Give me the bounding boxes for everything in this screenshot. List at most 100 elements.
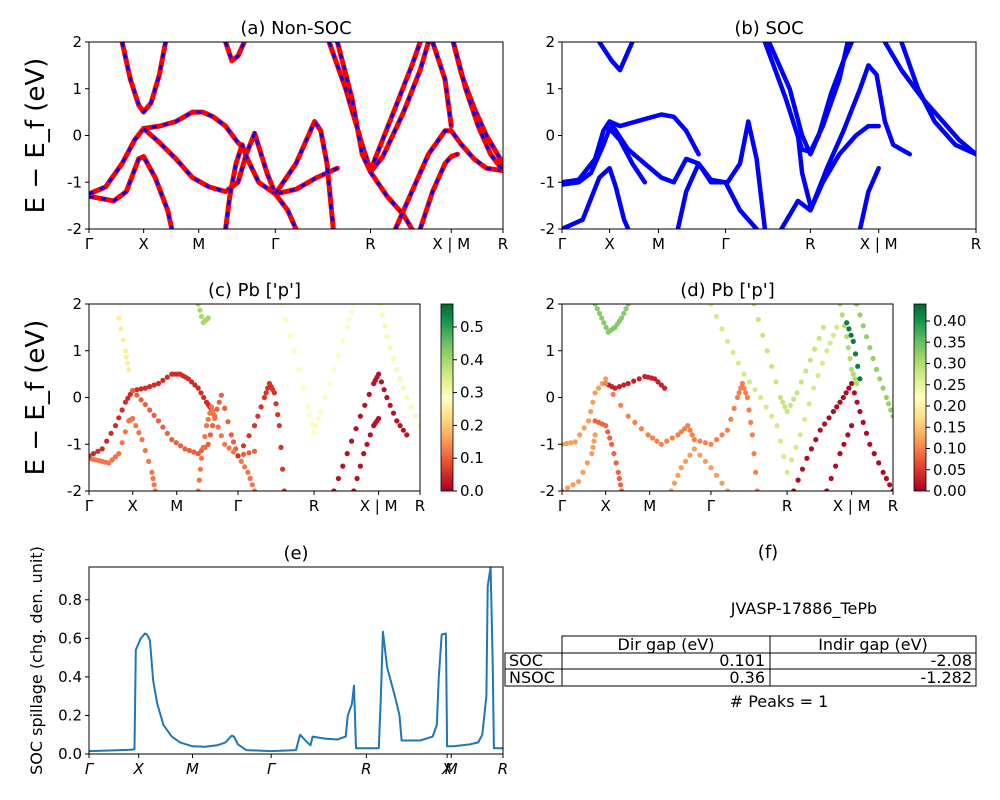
- plot-area: [89, 304, 420, 491]
- scatter-point: [151, 482, 157, 488]
- scatter-point: [697, 438, 703, 444]
- scatter-point: [890, 488, 893, 491]
- y-tick-label: 0: [545, 127, 555, 145]
- x-tick-label: Γ: [267, 760, 277, 778]
- scatter-point: [340, 463, 346, 469]
- scatter-point: [827, 340, 833, 346]
- y-tick-label: 0: [72, 127, 82, 145]
- scatter-point: [390, 410, 397, 416]
- x-tick-label: R: [498, 235, 508, 253]
- scatter-point: [860, 419, 866, 425]
- colorbar: [440, 303, 454, 492]
- scatter-point: [138, 386, 144, 392]
- scatter-point: [130, 415, 136, 422]
- scatter-point: [645, 432, 651, 438]
- plot-frame: [88, 566, 504, 755]
- scatter-point: [607, 435, 613, 441]
- x-tick-label: X | M: [860, 235, 898, 253]
- scatter-point: [417, 423, 420, 429]
- scatter-point: [880, 469, 886, 475]
- scatter-point: [658, 382, 664, 388]
- x-tick-label: X | M: [833, 497, 871, 515]
- series-line-7: [762, 42, 850, 155]
- scatter-point: [164, 430, 170, 436]
- scatter-point: [724, 427, 731, 433]
- scatter-point: [192, 382, 198, 388]
- y-tick-label: 0.8: [58, 591, 82, 609]
- series-line-0: [89, 567, 503, 753]
- scatter-point: [739, 380, 746, 387]
- scatter-point: [130, 387, 136, 394]
- scatter-point: [195, 304, 201, 307]
- scatter-point: [863, 430, 870, 436]
- colorbar-tick-label: 0.2: [460, 416, 484, 434]
- table-row-nsoc-label: NSOC: [509, 668, 555, 687]
- x-tick-label: Γ: [558, 497, 567, 515]
- scatter-point: [724, 338, 731, 344]
- scatter-point: [802, 416, 808, 422]
- scatter-point: [616, 475, 623, 482]
- x-tick-label: Γ: [85, 760, 95, 778]
- scatter-point: [708, 304, 714, 307]
- y-tick-label: -1: [540, 435, 555, 453]
- scatter-point: [271, 390, 277, 396]
- scatter-point: [214, 406, 220, 412]
- scatter-point: [142, 385, 148, 391]
- scatter-point: [142, 447, 148, 454]
- scatter-point: [848, 332, 854, 338]
- scatter-point: [784, 469, 790, 475]
- colorbar-tick-label: 0.30: [933, 355, 966, 373]
- band-line-dash-4: [224, 143, 298, 229]
- scatter-point: [798, 379, 805, 385]
- scatter-point: [754, 488, 760, 491]
- scatter-point: [147, 384, 153, 390]
- scatter-point: [625, 413, 631, 419]
- colorbar-tick-label: 0.20: [933, 397, 966, 415]
- scatter-point: [397, 423, 403, 429]
- colorbar-tick-label: 0.25: [933, 376, 966, 394]
- scatter-point: [603, 376, 609, 382]
- scatter-point: [173, 440, 179, 446]
- scatter-point: [196, 477, 202, 483]
- band-line-0: [89, 154, 175, 229]
- scatter-point: [758, 394, 764, 401]
- x-tick-label: M: [192, 235, 205, 253]
- scatter-point: [777, 438, 784, 444]
- scatter-point: [382, 323, 388, 329]
- scatter-point: [591, 438, 597, 444]
- scatter-point: [160, 424, 166, 430]
- x-tick-label: X | M: [432, 235, 470, 253]
- scatter-point: [870, 355, 876, 362]
- scatter-point: [215, 424, 221, 430]
- scatter-point: [592, 432, 598, 438]
- scatter-point: [828, 475, 834, 482]
- series-line-3: [597, 42, 635, 73]
- scatter-point: [850, 371, 856, 377]
- y-tick-label: 0.2: [58, 706, 82, 724]
- scatter-point: [852, 376, 858, 382]
- y-tick-label: -2: [67, 220, 82, 238]
- x-tick-label: R: [415, 497, 425, 515]
- scatter-point: [222, 441, 228, 447]
- band-line-dash-12: [431, 42, 453, 127]
- scatter-point: [844, 334, 850, 340]
- x-tick-label: M: [643, 497, 656, 515]
- scatter-point: [349, 438, 355, 444]
- scatter-point: [202, 433, 208, 440]
- table-row-soc-indir: -2.08: [931, 651, 972, 670]
- panel-title: (a) Non-SOC: [240, 18, 351, 39]
- scatter-point: [246, 433, 252, 439]
- colorbar-tick-label: 0.10: [933, 440, 966, 458]
- scatter-point: [134, 387, 140, 393]
- scatter-point: [795, 477, 801, 483]
- scatter-point: [616, 384, 623, 390]
- scatter-point: [735, 360, 742, 366]
- scatter-point: [281, 488, 287, 491]
- scatter-point: [728, 416, 734, 422]
- scatter-point: [584, 460, 591, 466]
- scatter-point: [834, 404, 840, 410]
- panel-b-soc: (b) SOC -2 -1 0 1 2 Γ X M Γ R X | M R: [540, 18, 981, 253]
- scatter-point: [125, 360, 131, 366]
- scatter-point: [592, 304, 598, 307]
- scatter-point: [863, 334, 870, 340]
